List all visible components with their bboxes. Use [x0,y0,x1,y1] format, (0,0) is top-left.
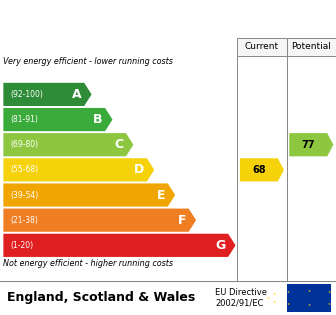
Text: (21-38): (21-38) [10,216,38,225]
Text: (39-54): (39-54) [10,191,38,199]
Bar [237,38,287,56]
Text: 77: 77 [301,140,315,150]
Text: (55-68): (55-68) [10,165,38,175]
Text: G: G [215,239,225,252]
Text: Energy Efficiency Rating: Energy Efficiency Rating [10,12,232,26]
Text: ★: ★ [328,289,331,294]
Text: ★: ★ [272,292,276,296]
Text: A: A [72,88,82,101]
Text: 68: 68 [252,165,266,175]
Text: ★: ★ [272,300,276,304]
Text: Very energy efficient - lower running costs: Very energy efficient - lower running co… [3,57,173,66]
Polygon shape [3,158,154,181]
Text: (69-80): (69-80) [10,140,38,149]
Text: F: F [177,214,186,227]
Text: ★: ★ [307,303,311,307]
Polygon shape [3,209,196,232]
Text: ★: ★ [287,289,290,294]
FancyBboxPatch shape [287,284,331,312]
Polygon shape [240,158,284,181]
Text: ★: ★ [328,302,331,306]
Text: Potential: Potential [291,43,331,51]
Polygon shape [3,133,133,156]
Text: D: D [134,163,144,176]
Text: E: E [157,188,165,202]
Text: EU Directive
2002/91/EC: EU Directive 2002/91/EC [215,288,267,308]
Text: (92-100): (92-100) [10,90,43,99]
Polygon shape [3,183,175,207]
Text: ★: ★ [307,289,311,293]
Polygon shape [3,234,236,257]
Polygon shape [289,133,333,156]
Text: ★: ★ [287,302,290,306]
Text: Current: Current [245,43,279,51]
Text: C: C [114,138,123,151]
Text: B: B [93,113,102,126]
Polygon shape [3,108,113,131]
Text: (81-91): (81-91) [10,115,38,124]
Bar [287,38,336,56]
Polygon shape [3,83,92,106]
Text: England, Scotland & Wales: England, Scotland & Wales [7,291,195,305]
Text: ★: ★ [267,296,270,300]
Text: (1-20): (1-20) [10,241,33,250]
Text: Not energy efficient - higher running costs: Not energy efficient - higher running co… [3,259,173,268]
